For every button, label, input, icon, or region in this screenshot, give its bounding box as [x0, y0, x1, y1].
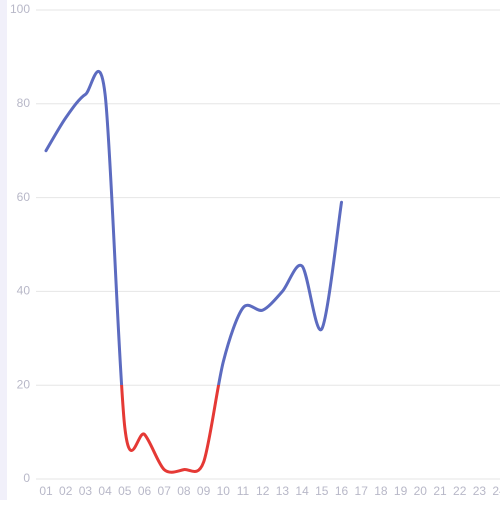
x-tick-label: 04 [98, 484, 112, 498]
x-tick-label: 21 [433, 484, 447, 498]
x-tick-label: 14 [295, 484, 309, 498]
y-tick-label: 100 [10, 2, 30, 16]
x-tick-label: 10 [217, 484, 231, 498]
x-tick-label: 15 [315, 484, 329, 498]
x-tick-label: 09 [197, 484, 211, 498]
x-tick-label: 01 [39, 484, 53, 498]
x-tick-label: 13 [276, 484, 290, 498]
y-tick-label: 0 [23, 471, 30, 485]
y-tick-label: 60 [17, 190, 31, 204]
x-tick-label: 20 [414, 484, 428, 498]
side-strip [0, 0, 7, 500]
x-tick-label: 07 [158, 484, 172, 498]
x-tick-label: 17 [355, 484, 369, 498]
line [44, 69, 343, 474]
y-tick-label: 20 [17, 377, 31, 391]
x-tick-label: 08 [177, 484, 191, 498]
x-tick-label: 24 [492, 484, 500, 498]
x-tick-label: 05 [118, 484, 132, 498]
x-tick-label: 19 [394, 484, 408, 498]
x-tick-label: 12 [256, 484, 270, 498]
x-tick-label: 11 [237, 484, 250, 498]
x-tick-label: 02 [59, 484, 73, 498]
y-tick-label: 80 [17, 96, 31, 110]
x-tick-label: 18 [374, 484, 388, 498]
x-tick-label: 23 [473, 484, 487, 498]
x-tick-label: 06 [138, 484, 152, 498]
x-tick-label: 03 [79, 484, 93, 498]
x-tick-label: 22 [453, 484, 467, 498]
y-tick-label: 40 [17, 284, 31, 298]
x-tick-label: 16 [335, 484, 349, 498]
